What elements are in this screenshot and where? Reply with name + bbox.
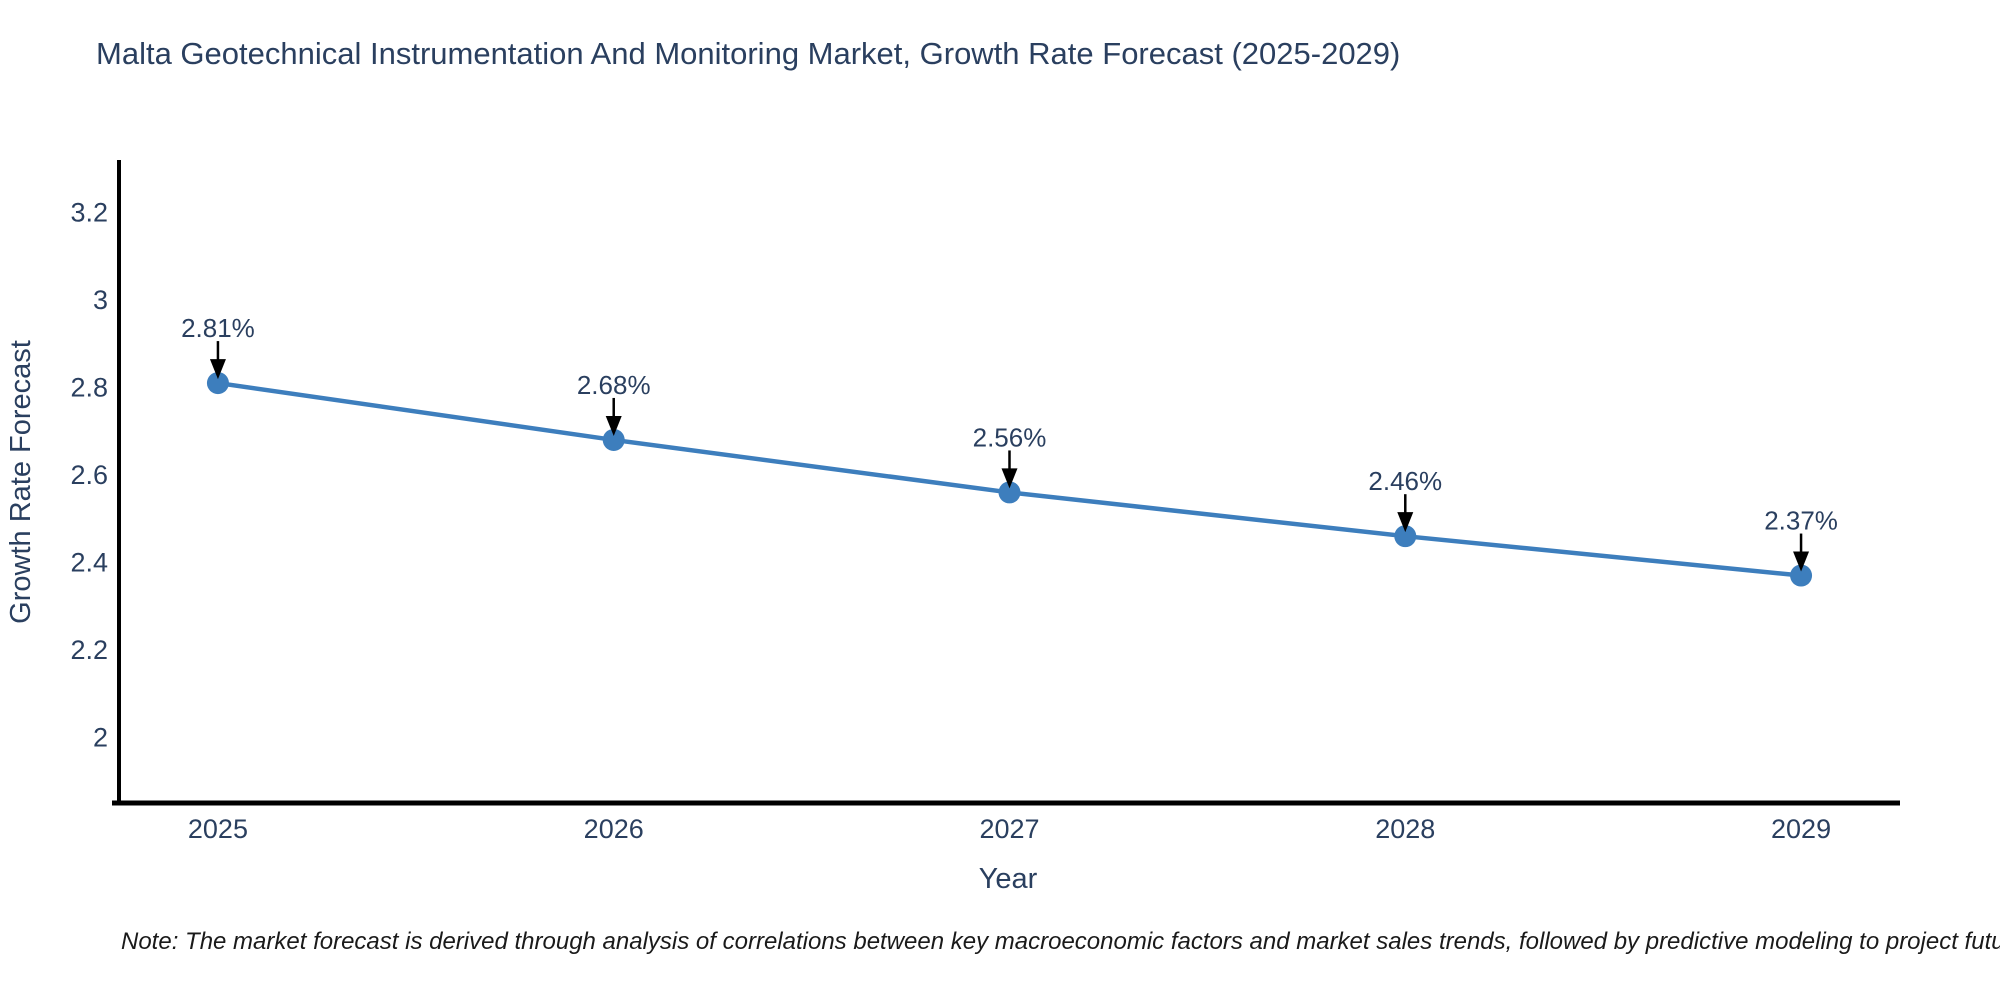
annotation-arrowhead-icon [1001,468,1018,489]
y-tick-label: 2 [93,722,108,752]
data-point-2028[interactable] [1394,525,1417,548]
annotation-arrowhead-icon [209,359,226,380]
annotation-2026: 2.68% [577,370,651,436]
annotation-label: 2.56% [973,422,1047,452]
y-axis-title: Growth Rate Forecast [5,340,37,624]
y-tick-label: 3.2 [70,197,108,227]
x-tick-label: 2029 [1771,814,1831,844]
series [206,372,1813,587]
footnote: Note: The market forecast is derived thr… [121,928,2000,955]
data-point-2026[interactable] [602,428,625,451]
annotation-arrowhead-icon [1793,551,1810,572]
y-tick-label: 3 [93,285,108,315]
data-point-2027[interactable] [998,481,1021,504]
annotation-arrowhead-icon [605,415,622,436]
annotation-label: 2.81% [181,313,255,343]
annotation-2028: 2.46% [1368,466,1442,533]
y-tick-label: 2.2 [70,635,108,665]
x-tick-label: 2025 [188,814,248,844]
annotation-2027: 2.56% [973,422,1047,489]
x-tick-label: 2028 [1375,814,1435,844]
data-point-2029[interactable] [1790,564,1813,587]
annotation-2025: 2.81% [181,313,255,380]
annotations: 2.81% 2.68% 2.56% 2.46% 2.37% [181,313,1838,572]
axes [112,160,1900,806]
axis-ticks: 3.2 3 2.8 2.6 2.4 2.2 2 2025 2026 2027 2028 2029 [70,197,1831,844]
page-title: Malta Geotechnical Instrumentation And M… [96,36,1401,71]
x-tick-label: 2026 [584,814,644,844]
annotation-label: 2.37% [1764,506,1838,536]
annotation-label: 2.68% [577,370,651,400]
annotation-label: 2.46% [1368,466,1442,496]
annotation-2029: 2.37% [1764,506,1838,572]
line-chart: 3.2 3 2.8 2.6 2.4 2.2 2 2025 2026 2027 2028 2029 2.… [5,160,1900,895]
x-axis-title: Year [979,863,1038,895]
data-point-2025[interactable] [206,372,229,395]
annotation-arrowhead-icon [1397,512,1414,533]
y-tick-label: 2.6 [70,460,108,490]
y-tick-label: 2.4 [70,547,108,577]
x-tick-label: 2027 [979,814,1039,844]
y-tick-label: 2.8 [70,372,108,402]
